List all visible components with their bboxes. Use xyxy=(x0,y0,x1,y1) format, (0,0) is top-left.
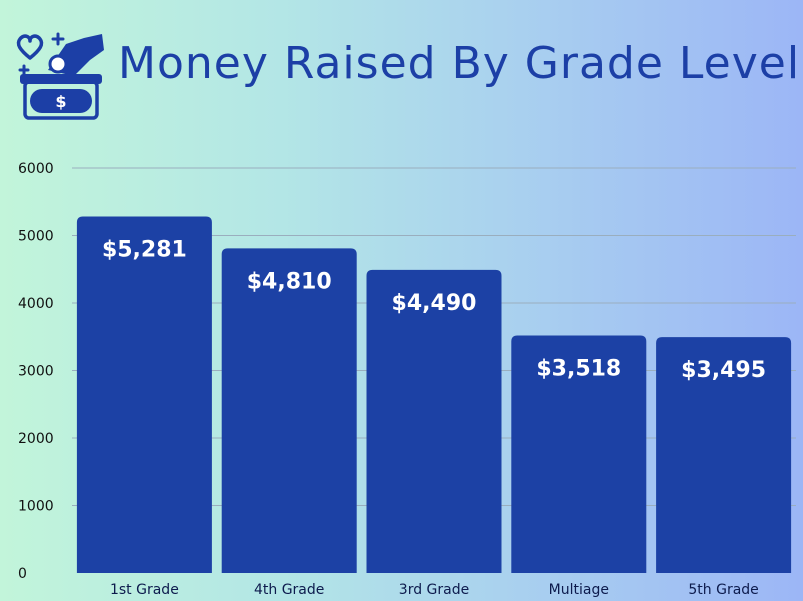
chart-title: Money Raised By Grade Level xyxy=(118,38,801,89)
bar xyxy=(366,269,502,573)
donation-box-icon: $ xyxy=(16,32,104,120)
x-tick-label: Multiage xyxy=(549,582,609,598)
bar xyxy=(76,216,212,573)
y-tick-label: 3000 xyxy=(18,364,54,380)
y-tick-label: 6000 xyxy=(18,161,54,177)
y-tick-label: 4000 xyxy=(18,296,54,312)
data-label: $4,810 xyxy=(247,269,332,294)
svg-text:$: $ xyxy=(55,92,66,111)
x-tick-label: 3rd Grade xyxy=(399,582,469,598)
y-tick-label: 1000 xyxy=(18,499,54,515)
y-tick-label: 5000 xyxy=(18,229,54,245)
data-label: $4,490 xyxy=(392,291,477,316)
y-tick-label: 0 xyxy=(18,566,27,582)
bar xyxy=(656,337,792,573)
data-label: $3,518 xyxy=(536,357,621,382)
y-tick-label: 2000 xyxy=(18,431,54,447)
x-tick-label: 5th Grade xyxy=(688,582,758,598)
data-label: $3,495 xyxy=(681,358,766,383)
bar xyxy=(511,335,647,573)
x-tick-label: 4th Grade xyxy=(254,582,324,598)
data-label: $5,281 xyxy=(102,238,187,263)
bar xyxy=(221,248,357,573)
x-tick-label: 1st Grade xyxy=(110,582,179,598)
